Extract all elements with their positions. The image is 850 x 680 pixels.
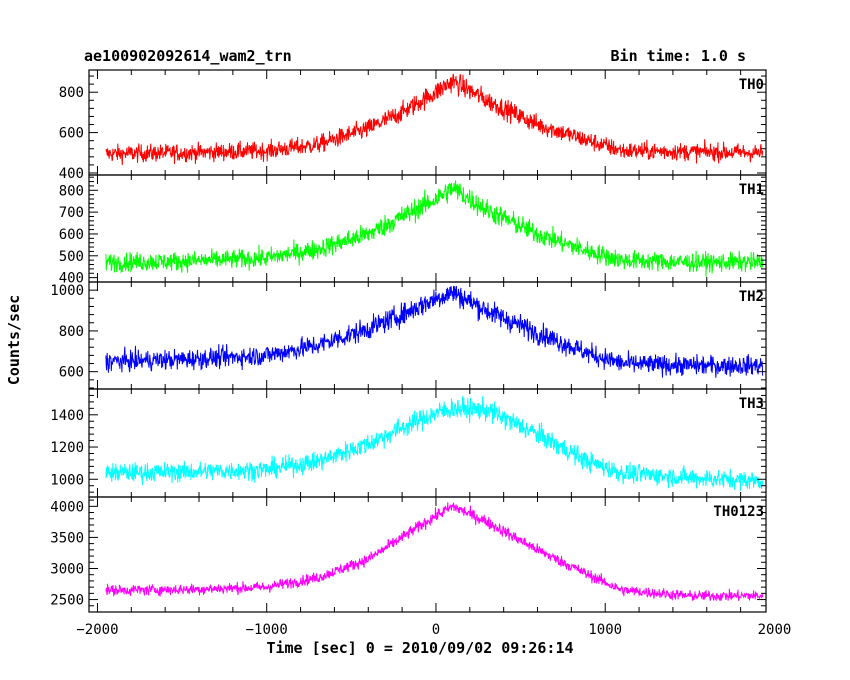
- series-line-th1: [105, 180, 764, 277]
- y-tick-label: 1200: [50, 440, 84, 456]
- y-tick-label: 600: [59, 227, 84, 243]
- series-line-th3: [105, 396, 764, 491]
- series-label-th0: TH0: [739, 77, 764, 93]
- x-axis-label: Time [sec] 0 = 2010/09/02 09:26:14: [266, 639, 573, 657]
- y-tick-label: 800: [59, 324, 84, 340]
- y-tick-label: 400: [59, 271, 84, 287]
- bin-time-label: Bin time: 1.0 s: [611, 47, 746, 65]
- y-tick-label: 800: [59, 183, 84, 199]
- y-tick-label: 2500: [50, 593, 84, 609]
- y-axis-label: Counts/sec: [5, 295, 23, 385]
- panel-frame: [88, 496, 767, 613]
- panel-frame: [88, 281, 767, 390]
- panel-frame: [88, 388, 767, 498]
- x-axis: −2000 −1000 0 1000 2000: [76, 622, 791, 638]
- x-tick-label: 0: [432, 622, 440, 638]
- panel-frame: [88, 174, 767, 283]
- x-tick-label: 2000: [758, 622, 792, 638]
- panel-th3: 1000 1200 1400 TH3: [50, 388, 767, 498]
- y-tick-label: 3500: [50, 530, 84, 546]
- panel-th0123: 2500 3000 3500 4000 TH0123: [50, 496, 767, 613]
- panel-th2: 600 800 1000 TH2: [50, 281, 767, 390]
- y-tick-label: 1400: [50, 408, 84, 424]
- y-tick-label: 1000: [50, 283, 84, 299]
- chart-title: ae100902092614_wam2_trn: [84, 47, 292, 65]
- series-label-th1: TH1: [739, 182, 764, 198]
- series-label-th3: TH3: [739, 396, 764, 412]
- y-tick-label: 400: [59, 166, 84, 182]
- panel-th0: 400 600 800 TH0: [59, 69, 767, 182]
- y-tick-label: 800: [59, 85, 84, 101]
- y-tick-label: 600: [59, 365, 84, 381]
- series-line-th0: [105, 73, 764, 166]
- y-tick-label: 600: [59, 126, 84, 142]
- series-line-th2: [105, 285, 764, 378]
- series-label-th0123: TH0123: [713, 504, 764, 520]
- x-tick-label: −2000: [76, 622, 118, 638]
- y-tick-label: 4000: [50, 499, 84, 515]
- x-tick-label: −1000: [246, 622, 288, 638]
- y-tick-label: 700: [59, 205, 84, 221]
- y-tick-label: 3000: [50, 561, 84, 577]
- y-tick-label: 500: [59, 249, 84, 265]
- series-label-th2: TH2: [739, 289, 764, 305]
- y-tick-label: 1000: [50, 472, 84, 488]
- panel-th1: 400 500 600 700 800 TH1: [59, 174, 767, 287]
- series-line-th0123: [105, 502, 764, 602]
- panels: 400 600 800 TH0 400 500 600 700 800 TH1 600 800 1000…: [50, 69, 767, 613]
- x-tick-label: 1000: [588, 622, 622, 638]
- panel-frame: [88, 69, 767, 176]
